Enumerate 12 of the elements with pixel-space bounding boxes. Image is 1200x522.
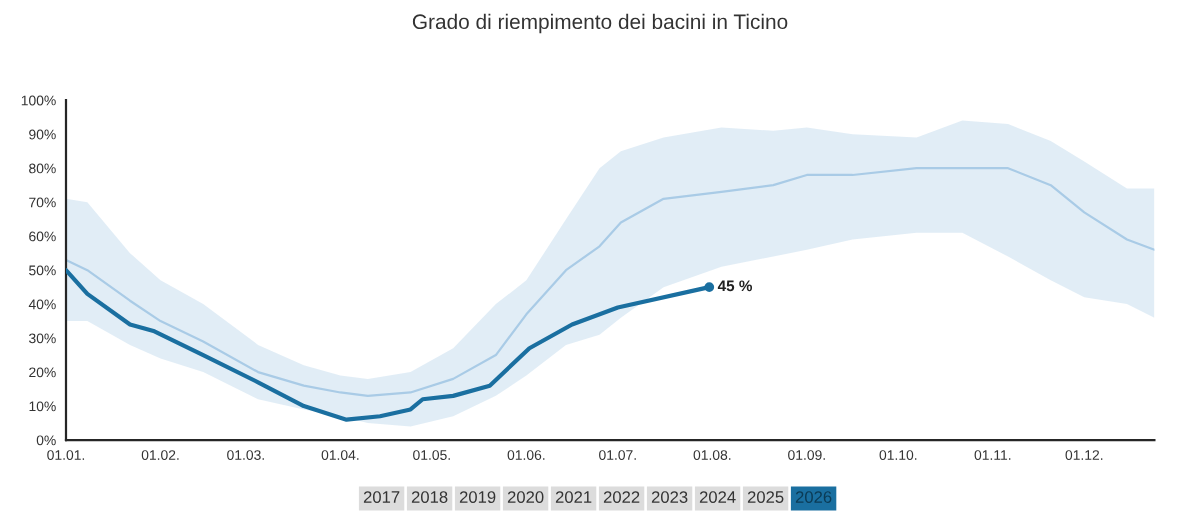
- text: 2020: [507, 491, 544, 503]
- text: 2017: [363, 491, 400, 503]
- line-series: [66, 167, 1155, 397]
- text: 2024: [699, 491, 736, 503]
- text: 2019: [459, 491, 496, 503]
- text: 2025: [747, 491, 784, 503]
- text: 2023: [651, 491, 688, 503]
- text: 2018: [411, 491, 448, 503]
- text: 2021: [555, 491, 592, 503]
- chart-title: Grado di riempimento dei bacini in Ticino: [412, 13, 788, 34]
- text: 2026: [795, 491, 832, 503]
- text: 2022: [603, 491, 640, 503]
